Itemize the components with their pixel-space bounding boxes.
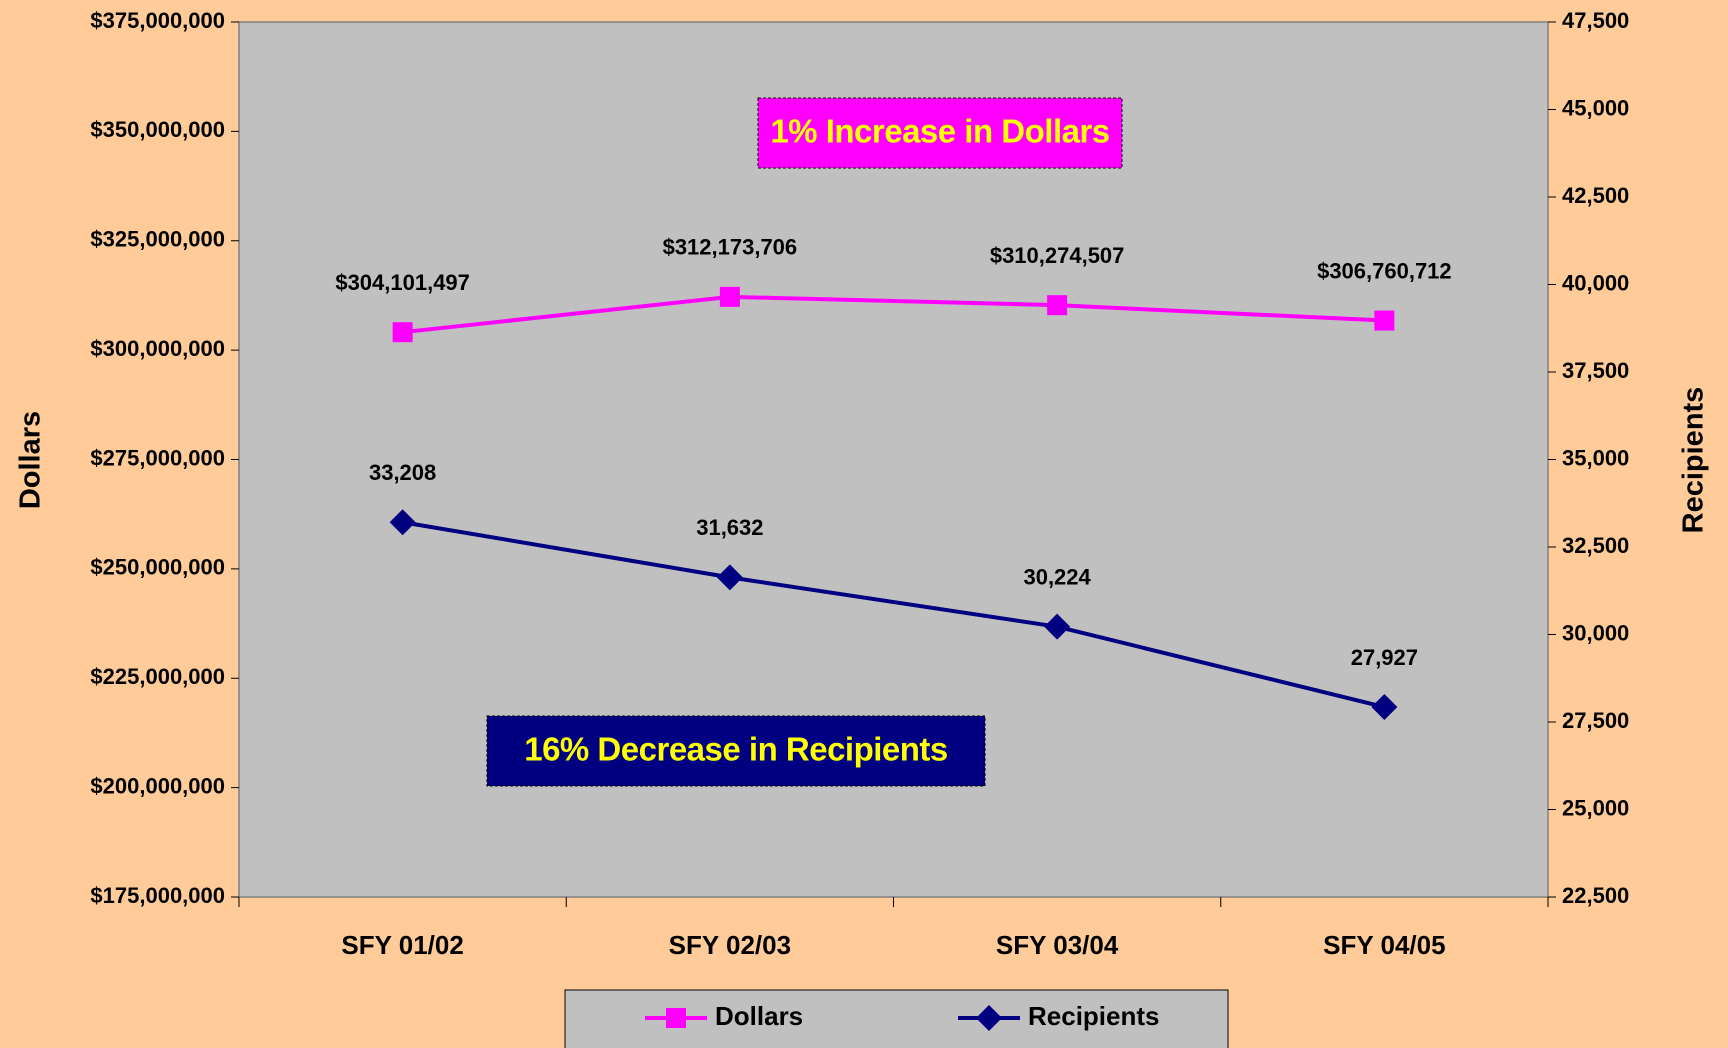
marker [1374,310,1395,331]
legend-label: Dollars [715,1001,803,1031]
y2-tick-label: 37,500 [1562,358,1629,383]
data-label: 27,927 [1351,645,1418,670]
y-tick-label: $200,000,000 [90,773,225,798]
y2-tick-label: 30,000 [1562,620,1629,645]
y2-tick-label: 35,000 [1562,445,1629,470]
series-line [402,520,1385,709]
marker [1047,295,1068,316]
data-label: $310,274,507 [990,243,1125,268]
data-label: 31,632 [696,515,763,540]
legend-label: Recipients [1028,1001,1160,1031]
data-label: $304,101,497 [335,270,470,295]
y-tick-label: $250,000,000 [90,555,225,580]
y-tick-label: $300,000,000 [90,336,225,361]
data-label: $312,173,706 [663,235,798,260]
annotation: 16% Decrease in Recipients [524,731,948,768]
y-axis-label: Dollars [15,411,47,509]
marker [389,509,416,536]
y-tick-label: $350,000,000 [90,117,225,142]
x-tick-label: SFY 04/05 [1323,930,1445,960]
annotation-box [757,97,1123,169]
y-tick-label: $325,000,000 [90,227,225,252]
y2-axis-label: Recipients [1678,387,1710,534]
y2-tick-label: 40,000 [1562,270,1629,295]
marker [716,564,743,591]
marker [1044,613,1071,640]
marker [392,322,413,343]
y-tick-label: $275,000,000 [90,445,225,470]
y-tick-label: $225,000,000 [90,664,225,689]
marker [666,1008,686,1028]
data-label: 30,224 [1023,564,1091,589]
data-label: 33,208 [369,460,436,485]
y-tick-label: $375,000,000 [90,8,225,33]
marker [1371,694,1398,721]
y-tick-label: $175,000,000 [90,883,225,908]
y2-tick-label: 32,500 [1562,533,1629,558]
x-tick-label: SFY 03/04 [996,930,1119,960]
series-line [402,294,1385,335]
y2-tick-label: 47,500 [1562,8,1629,33]
x-tick-label: SFY 02/03 [669,930,791,960]
marker [976,1005,1002,1031]
annotation-box [486,715,986,787]
y2-tick-label: 22,500 [1562,883,1629,908]
x-tick-label: SFY 01/02 [341,930,463,960]
y2-tick-label: 42,500 [1562,183,1629,208]
marker [719,286,740,307]
y2-tick-label: 45,000 [1562,95,1629,120]
annotation: 1% Increase in Dollars [770,113,1109,150]
y2-tick-label: 27,500 [1562,708,1629,733]
y2-tick-label: 25,000 [1562,795,1629,820]
data-label: $306,760,712 [1317,258,1452,283]
